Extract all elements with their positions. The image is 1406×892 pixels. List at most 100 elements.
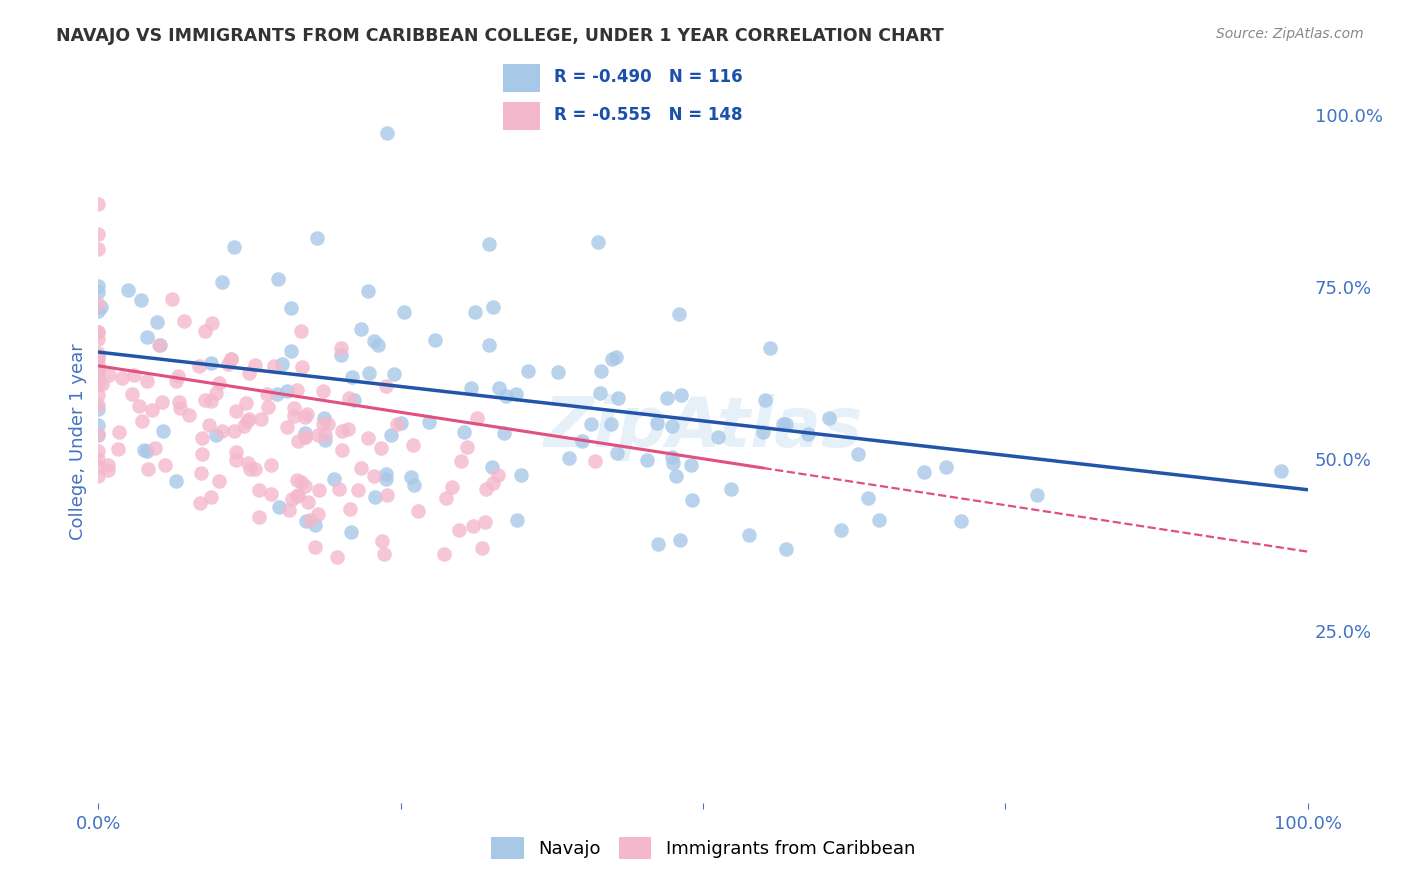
Point (219, 351, 242, 366)
Point (357, 284, 380, 298)
Point (482, 300, 505, 314)
Point (257, 401, 280, 415)
Point (294, 410, 316, 425)
Point (516, 364, 538, 378)
Point (260, 458, 283, 473)
Point (141, 403, 163, 417)
Point (149, 337, 172, 351)
Point (340, 525, 363, 540)
Point (87, 398, 110, 412)
Point (225, 452, 247, 467)
Point (87, 279, 110, 293)
Point (200, 356, 222, 370)
Point (87, 285, 110, 300)
Point (191, 431, 214, 445)
Point (349, 461, 371, 475)
FancyBboxPatch shape (503, 63, 540, 92)
Point (453, 425, 475, 439)
Point (655, 391, 678, 405)
Point (87, 427, 110, 442)
Point (235, 396, 257, 410)
Text: R = -0.555   N = 148: R = -0.555 N = 148 (554, 106, 742, 124)
Point (283, 409, 305, 424)
Point (377, 488, 399, 502)
Point (276, 384, 298, 398)
Point (591, 364, 613, 378)
Point (392, 305, 415, 319)
Point (177, 408, 200, 422)
Point (294, 429, 316, 443)
Point (661, 418, 683, 433)
Point (588, 385, 610, 400)
Point (221, 351, 243, 366)
FancyBboxPatch shape (503, 102, 540, 130)
Point (280, 343, 302, 358)
Point (225, 445, 247, 459)
Point (364, 490, 387, 504)
Point (461, 518, 484, 533)
Point (707, 430, 730, 444)
Point (818, 411, 841, 425)
Point (136, 330, 159, 344)
Point (316, 417, 339, 431)
Point (856, 491, 879, 505)
Point (754, 392, 776, 407)
Point (772, 417, 794, 431)
Point (87, 332, 110, 346)
Point (912, 466, 935, 480)
Point (135, 374, 157, 388)
Point (87, 352, 110, 367)
Point (295, 514, 318, 528)
Point (87, 368, 110, 382)
Point (90, 376, 112, 391)
Point (404, 478, 426, 492)
Point (440, 480, 463, 494)
Point (87, 325, 110, 339)
Point (211, 424, 233, 438)
Point (606, 446, 628, 460)
Point (1025, 488, 1047, 502)
Point (357, 367, 380, 381)
Point (90, 300, 112, 314)
Point (287, 434, 309, 448)
Point (314, 434, 336, 448)
Point (323, 472, 346, 486)
Point (557, 451, 579, 466)
Point (87, 376, 110, 391)
Point (205, 385, 228, 400)
Point (363, 334, 385, 348)
Point (467, 410, 489, 425)
Point (775, 541, 797, 556)
Point (328, 482, 350, 496)
Point (434, 491, 457, 506)
Point (271, 357, 294, 371)
Point (681, 493, 703, 508)
Point (135, 443, 157, 458)
Text: R = -0.490   N = 116: R = -0.490 N = 116 (554, 69, 742, 87)
Point (868, 513, 890, 527)
Point (370, 441, 392, 455)
Point (285, 489, 308, 503)
Point (581, 417, 603, 431)
Point (111, 371, 134, 385)
Point (152, 424, 174, 438)
Point (346, 483, 368, 497)
Point (87, 459, 110, 474)
Point (669, 533, 692, 547)
Point (337, 391, 360, 405)
Point (375, 126, 398, 140)
Point (194, 392, 217, 407)
Point (150, 395, 173, 409)
Point (167, 369, 190, 384)
Point (464, 305, 486, 319)
Point (281, 491, 304, 506)
Point (87, 468, 110, 483)
Point (128, 399, 150, 413)
Point (294, 430, 316, 444)
Point (312, 384, 335, 399)
Point (647, 537, 669, 551)
Point (374, 467, 396, 482)
Point (267, 500, 290, 514)
Point (222, 424, 245, 438)
Point (661, 450, 683, 465)
